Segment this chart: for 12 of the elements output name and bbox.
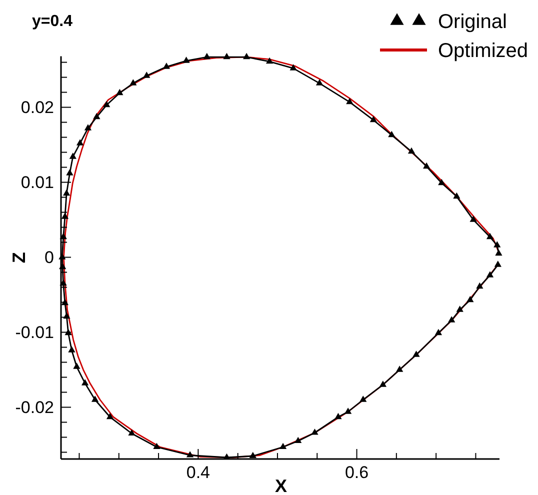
y-axis-title: Z bbox=[9, 252, 29, 264]
x-tick-label: 0.6 bbox=[344, 463, 369, 482]
y-tick-label: -0.02 bbox=[15, 398, 54, 418]
x-tick-label: 0.4 bbox=[186, 463, 210, 482]
y-tick-label: -0.01 bbox=[15, 323, 54, 342]
chart-title: y=0.4 bbox=[32, 13, 73, 30]
x-axis-title: X bbox=[274, 476, 288, 495]
y-tick-label: 0 bbox=[44, 248, 54, 268]
y-tick-label: 0.02 bbox=[20, 98, 54, 118]
legend-label: Optimized bbox=[438, 40, 528, 62]
legend-label: Original bbox=[438, 11, 507, 33]
y-tick-label: 0.01 bbox=[20, 173, 54, 192]
